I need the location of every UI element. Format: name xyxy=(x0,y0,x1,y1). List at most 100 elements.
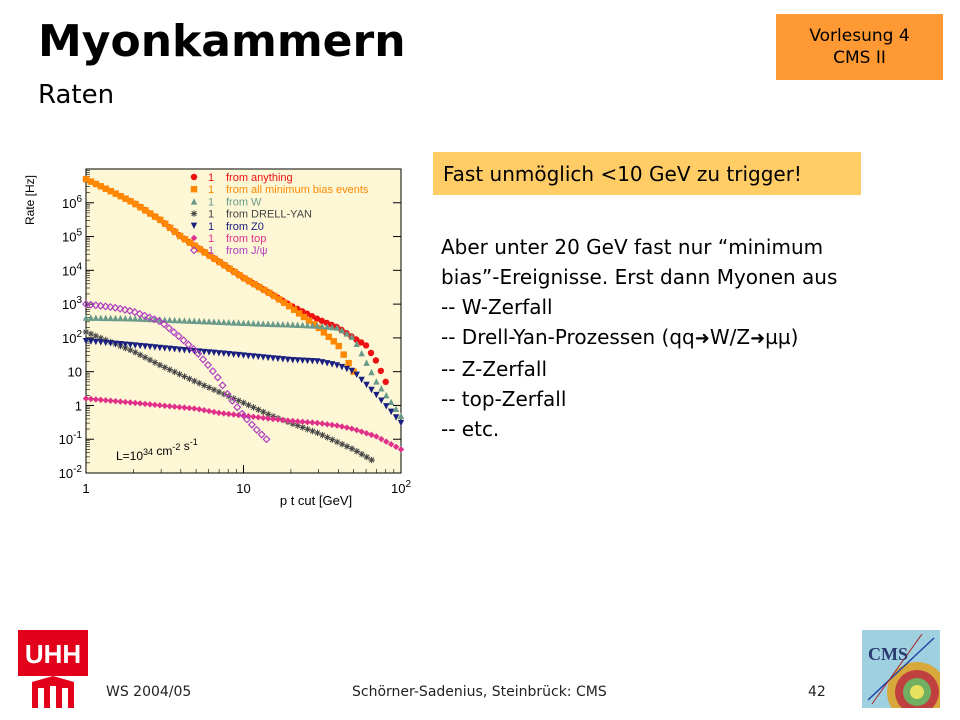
data-point xyxy=(251,281,258,288)
data-point xyxy=(247,420,256,429)
data-point xyxy=(136,315,144,322)
data-point xyxy=(284,417,291,424)
data-point xyxy=(137,204,144,211)
right-arrow-icon: ➜ xyxy=(750,328,766,349)
data-point xyxy=(259,354,267,361)
data-point xyxy=(171,346,178,353)
data-point xyxy=(86,300,95,309)
legend-label: from Z0 xyxy=(226,221,264,233)
data-point xyxy=(382,378,389,386)
data-point xyxy=(328,323,336,331)
data-point xyxy=(225,350,232,358)
legend-label: from anything xyxy=(226,172,293,184)
data-point xyxy=(210,349,218,357)
data-point xyxy=(196,406,203,413)
data-point xyxy=(140,311,149,320)
data-point xyxy=(145,313,154,322)
data-point xyxy=(299,424,306,431)
data-point xyxy=(328,421,336,429)
data-point xyxy=(181,404,188,411)
body-line: bias”-Ereignisse. Erst dann Myonen aus xyxy=(441,265,838,289)
data-point xyxy=(216,258,223,266)
data-point xyxy=(228,396,237,405)
data-point xyxy=(333,422,341,429)
data-point xyxy=(378,385,385,392)
data-point xyxy=(304,426,311,433)
data-point xyxy=(87,330,95,338)
data-point xyxy=(205,349,213,356)
data-point xyxy=(92,332,100,340)
data-point xyxy=(97,183,105,190)
data-point xyxy=(87,314,95,321)
data-point xyxy=(295,310,303,317)
data-point xyxy=(363,430,370,437)
data-point xyxy=(250,404,257,411)
data-point xyxy=(333,438,341,446)
y-tick-label: 10-2 xyxy=(59,464,83,481)
data-point xyxy=(112,397,119,405)
data-point xyxy=(186,239,194,246)
data-point xyxy=(127,315,134,322)
uhh-logo: UHH xyxy=(18,630,88,708)
data-point xyxy=(264,320,272,327)
data-point xyxy=(259,414,267,422)
data-point xyxy=(235,319,242,326)
y-tick-label: 10-1 xyxy=(59,430,83,447)
data-point xyxy=(136,342,144,350)
data-point xyxy=(146,315,154,323)
data-point xyxy=(132,315,139,322)
data-point xyxy=(142,207,149,214)
data-point xyxy=(167,224,174,232)
data-point xyxy=(348,445,356,452)
data-point xyxy=(156,316,164,323)
data-point xyxy=(122,398,129,406)
data-point xyxy=(92,338,100,346)
data-point xyxy=(255,353,262,361)
data-point xyxy=(397,446,405,453)
data-point xyxy=(169,328,178,337)
x-tick-label: 102 xyxy=(391,479,411,496)
data-point xyxy=(107,187,114,195)
data-point xyxy=(300,313,308,321)
data-point xyxy=(343,330,351,337)
data-point xyxy=(186,317,193,324)
data-point xyxy=(323,421,331,428)
data-point xyxy=(181,347,188,354)
data-point xyxy=(241,275,248,282)
data-point xyxy=(127,341,134,349)
data-point xyxy=(220,318,228,326)
y-tick-label: 105 xyxy=(62,228,82,245)
data-point xyxy=(304,321,311,329)
data-point xyxy=(387,398,395,406)
data-point xyxy=(299,357,306,364)
data-point xyxy=(392,405,400,412)
y-tick-label: 1 xyxy=(75,398,82,413)
data-point xyxy=(250,413,257,420)
data-point xyxy=(135,309,144,318)
data-point xyxy=(215,388,223,396)
data-point xyxy=(166,366,173,373)
data-point xyxy=(330,338,337,345)
data-point xyxy=(190,210,198,217)
data-point xyxy=(97,314,104,321)
data-point xyxy=(358,376,365,384)
data-point xyxy=(156,361,164,369)
data-point xyxy=(132,342,139,349)
data-point xyxy=(257,430,266,439)
data-point xyxy=(141,354,149,361)
data-point xyxy=(358,350,365,357)
data-point xyxy=(132,399,139,407)
data-point xyxy=(363,359,370,366)
data-point xyxy=(290,306,298,313)
data-point xyxy=(162,220,169,228)
data-point xyxy=(240,319,247,326)
data-point xyxy=(230,351,237,358)
data-point xyxy=(383,403,390,410)
data-point xyxy=(323,319,330,327)
data-point xyxy=(215,318,223,325)
data-point xyxy=(130,308,139,317)
data-point xyxy=(122,344,129,352)
data-point xyxy=(309,427,316,435)
data-point xyxy=(358,451,366,458)
data-point xyxy=(161,364,169,371)
